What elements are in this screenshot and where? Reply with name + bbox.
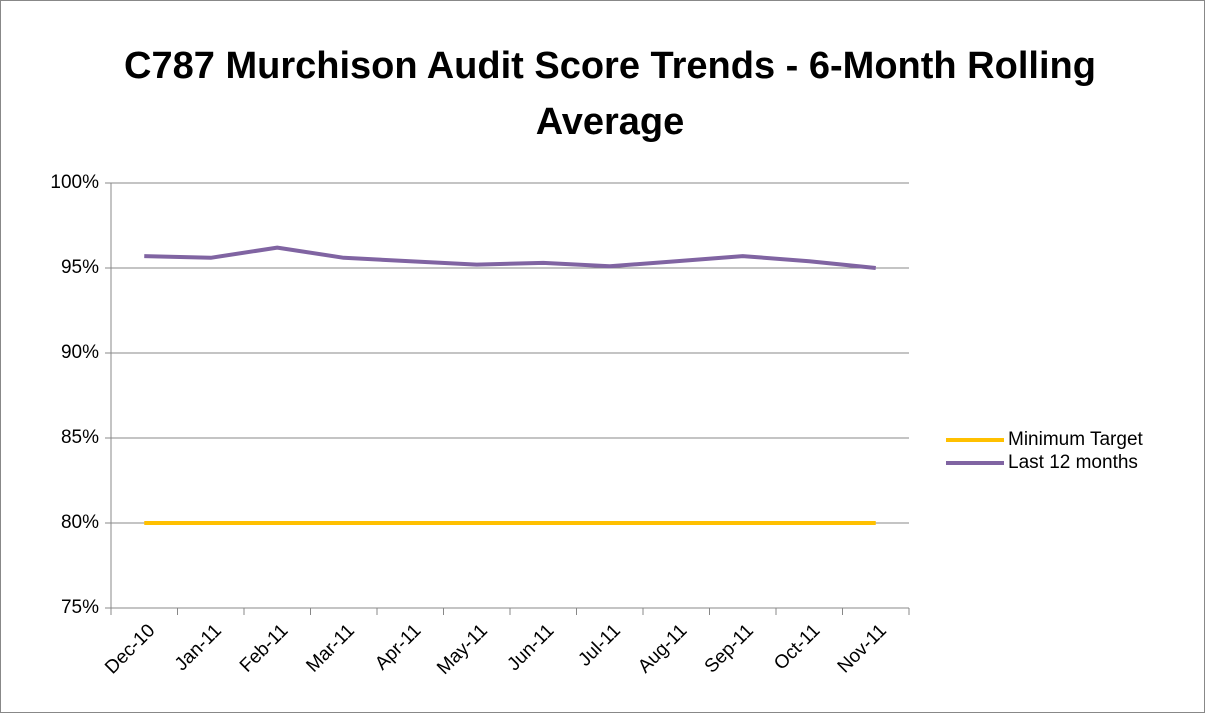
legend-label: Last 12 months xyxy=(1008,452,1138,473)
legend-label: Minimum Target xyxy=(1008,429,1144,450)
y-tick-label: 80% xyxy=(61,512,99,533)
y-tick-label: 100% xyxy=(50,172,99,193)
series-line xyxy=(144,245,876,270)
y-tick-label: 95% xyxy=(61,257,99,278)
y-tick-label: 85% xyxy=(61,427,99,448)
y-tick-label: 90% xyxy=(61,342,99,363)
y-tick-label: 75% xyxy=(61,597,99,618)
chart-title: C787 Murchison Audit Score Trends - 6-Mo… xyxy=(124,45,1096,143)
